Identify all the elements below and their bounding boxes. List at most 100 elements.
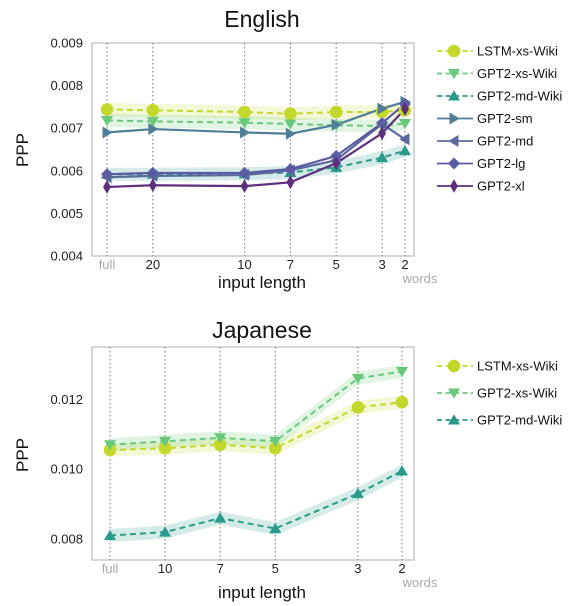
english-x-tick-label: full xyxy=(99,257,116,272)
english-y-tick-label: 0.009 xyxy=(50,36,83,51)
legend-item-gpt2-xs-wiki: GPT2-xs-Wiki xyxy=(437,386,557,401)
english-x-tick-label: 2 xyxy=(401,257,408,272)
english-x-ticks: full 20 10 7 5 3 2 xyxy=(99,257,409,272)
legend-item-gpt2-md-wiki: GPT2-md-Wiki xyxy=(437,89,562,104)
japanese-point-gpt2-xs-wiki-2 xyxy=(396,366,408,378)
english-point-gpt2-lg-full xyxy=(101,168,113,181)
english-legend: LSTM-xs-Wiki GPT2-xs-Wiki GPT2-md-Wiki GPT2… xyxy=(437,44,562,194)
legend-marker-gpt2-xs-wiki xyxy=(448,388,460,399)
japanese-chart-title: Japanese xyxy=(212,317,312,343)
english-point-gpt2-sm-20 xyxy=(148,123,159,136)
legend-item-gpt2-md-wiki: GPT2-md-Wiki xyxy=(437,413,562,428)
japanese-point-gpt2-xs-wiki-7 xyxy=(214,433,227,444)
english-point-gpt2-xl-full xyxy=(103,180,111,194)
english-point-gpt2-xs-wiki-20 xyxy=(146,116,159,128)
english-y-tick-label: 0.007 xyxy=(50,121,83,136)
english-point-gpt2-sm-3 xyxy=(377,102,388,115)
english-point-gpt2-sm-5 xyxy=(331,118,342,131)
legend-label-gpt2-xs-wiki: GPT2-xs-Wiki xyxy=(477,386,557,401)
legend-item-gpt2-xs-wiki: GPT2-xs-Wiki xyxy=(437,66,557,81)
english-y-tick-label: 0.006 xyxy=(50,163,83,178)
english-x-unit-label: words xyxy=(402,271,438,286)
english-x-tick-label: 5 xyxy=(333,257,340,272)
english-point-gpt2-xs-wiki-full xyxy=(101,116,113,127)
english-point-gpt2-lg-10 xyxy=(238,166,251,179)
legend-label-gpt2-md-wiki: GPT2-md-Wiki xyxy=(477,413,562,428)
japanese-point-gpt2-md-wiki-10 xyxy=(159,526,172,537)
legend-item-gpt2-lg: GPT2-lg xyxy=(437,156,525,171)
legend-label-lstm-xs-wiki: LSTM-xs-Wiki xyxy=(477,44,558,59)
legend-item-lstm-xs-wiki: LSTM-xs-Wiki xyxy=(437,44,558,59)
english-vertical-guides xyxy=(106,43,406,256)
legend-marker-gpt2-md-wiki xyxy=(448,90,460,101)
english-point-gpt2-xs-wiki-2 xyxy=(399,119,411,130)
legend-label-gpt2-xs-wiki: GPT2-xs-Wiki xyxy=(477,66,557,81)
english-y-axis-label: PPP xyxy=(13,133,32,167)
english-y-tick-label: 0.004 xyxy=(50,249,83,264)
japanese-y-ticks: 0.008 0.010 0.012 xyxy=(50,392,83,547)
japanese-x-tick-label: 7 xyxy=(217,561,224,576)
legend-label-gpt2-md-wiki: GPT2-md-Wiki xyxy=(477,89,562,104)
japanese-x-tick-label: 10 xyxy=(158,561,172,576)
japanese-x-axis-label: input length xyxy=(218,583,306,602)
japanese-band-gpt2-md-wiki xyxy=(110,464,402,543)
english-y-ticks: 0.004 0.005 0.006 0.007 0.008 0.009 xyxy=(50,36,83,264)
legend-marker-gpt2-xl xyxy=(450,179,458,193)
english-point-gpt2-xl-7 xyxy=(286,175,295,190)
japanese-x-ticks: full 10 7 5 3 2 xyxy=(102,561,406,576)
english-point-gpt2-xs-wiki-7 xyxy=(284,119,297,130)
japanese-x-unit-label: words xyxy=(402,575,438,590)
legend-marker-gpt2-md-wiki xyxy=(448,414,460,425)
japanese-point-lstm-xs-wiki-7 xyxy=(213,438,227,452)
japanese-point-gpt2-md-wiki-7 xyxy=(214,512,227,523)
legend-item-lstm-xs-wiki: LSTM-xs-Wiki xyxy=(437,359,558,374)
japanese-y-tick-label: 0.008 xyxy=(50,532,83,547)
english-point-gpt2-md-2 xyxy=(399,133,410,146)
japanese-point-gpt2-md-wiki-5 xyxy=(269,522,282,534)
legend-marker-gpt2-xs-wiki xyxy=(448,69,460,80)
japanese-point-lstm-xs-wiki-10 xyxy=(158,441,172,455)
japanese-point-gpt2-md-wiki-3 xyxy=(351,487,364,499)
japanese-panel: Japanese 0.008 0.010 0.012 full 10 7 5 3 2 word… xyxy=(13,317,562,602)
legend-marker-lstm-xs-wiki xyxy=(447,44,461,58)
english-x-axis-label: input length xyxy=(218,273,306,292)
english-x-tick-label: 7 xyxy=(287,257,294,272)
english-point-gpt2-md-wiki-3 xyxy=(376,151,389,163)
japanese-point-lstm-xs-wiki-5 xyxy=(268,441,282,455)
japanese-point-gpt2-xs-wiki-full xyxy=(104,440,116,451)
japanese-series-lines xyxy=(109,370,403,537)
english-point-gpt2-sm-full xyxy=(102,126,113,139)
legend-marker-gpt2-lg xyxy=(448,157,460,170)
japanese-y-tick-label: 0.010 xyxy=(50,462,83,477)
legend-label-gpt2-lg: GPT2-lg xyxy=(477,156,525,171)
japanese-band-lstm-xs-wiki xyxy=(110,395,402,457)
japanese-line-gpt2-md-wiki xyxy=(109,470,403,537)
japanese-x-tick-label: full xyxy=(102,561,119,576)
japanese-x-tick-label: 2 xyxy=(398,561,405,576)
japanese-point-gpt2-md-wiki-full xyxy=(104,529,116,541)
english-x-tick-label: 3 xyxy=(378,257,385,272)
english-point-lstm-xs-wiki-full xyxy=(100,103,114,116)
japanese-x-tick-label: 5 xyxy=(272,561,279,576)
japanese-point-lstm-xs-wiki-2 xyxy=(395,395,409,409)
english-point-gpt2-xs-wiki-10 xyxy=(238,118,251,129)
legend-label-gpt2-sm: GPT2-sm xyxy=(477,111,533,126)
legend-item-gpt2-xl: GPT2-xl xyxy=(437,179,525,194)
english-band-lstm-xs-wiki xyxy=(107,102,405,121)
legend-marker-gpt2-sm xyxy=(449,112,460,125)
legend-item-gpt2-sm: GPT2-sm xyxy=(437,111,533,126)
english-panel: English 0.004 0.005 0.006 0.007 0.008 0.009 f… xyxy=(13,6,562,292)
english-point-gpt2-md-wiki-2 xyxy=(399,145,411,156)
japanese-line-lstm-xs-wiki xyxy=(109,401,403,452)
english-point-gpt2-xl-2 xyxy=(401,102,409,116)
legend-label-gpt2-md: GPT2-md xyxy=(477,134,533,149)
english-point-gpt2-xl-5 xyxy=(332,156,341,171)
english-plot-frame xyxy=(91,42,415,257)
japanese-point-gpt2-xs-wiki-3 xyxy=(351,373,364,385)
english-point-gpt2-lg-3 xyxy=(376,117,389,130)
legend-label-gpt2-xl: GPT2-xl xyxy=(477,179,525,194)
japanese-point-gpt2-xs-wiki-10 xyxy=(159,436,172,447)
japanese-y-axis-label: PPP xyxy=(13,438,32,472)
legend-item-gpt2-md: GPT2-md xyxy=(437,134,533,149)
